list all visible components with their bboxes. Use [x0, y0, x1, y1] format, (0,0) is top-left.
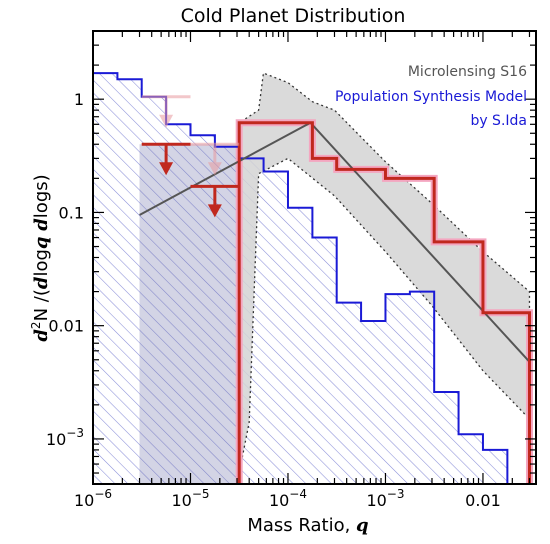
x-axis-label: Mass Ratio, q: [247, 515, 368, 536]
y-tick-labels: 1 0.1 0.01 10−3: [46, 90, 84, 449]
y-tick-label-0: 1: [74, 90, 84, 109]
faint-upper-limit-0: [141, 95, 191, 128]
y-tick-label-2: 0.01: [48, 317, 84, 336]
upper-limit-arrows: [141, 95, 240, 218]
x-tick-label-0: 10−6: [74, 487, 112, 510]
legend-by-ida: by S.Ida: [470, 113, 527, 129]
legend-population-synthesis: Population Synthesis Model: [335, 89, 527, 105]
x-tick-label-2: 10−4: [269, 487, 307, 510]
x-tick-label-3: 10−3: [366, 487, 404, 510]
y-axis-label: d2N /(dlogq dlogs): [29, 174, 52, 341]
sensitivity-shaded-region: [139, 144, 240, 484]
legend-microlensing: Microlensing S16: [408, 64, 527, 80]
x-tick-label-1: 10−5: [171, 487, 209, 510]
histogram-step-line: [237, 121, 531, 484]
y-tick-label-3: 10−3: [46, 426, 84, 449]
plot-area: [93, 72, 533, 484]
model-hatched-area: [93, 73, 508, 484]
upper-limit-0: [141, 142, 191, 176]
chart-title: Cold Planet Distribution: [181, 5, 406, 27]
x-tick-label-4: 0.01: [465, 491, 501, 510]
legend: Microlensing S16 Population Synthesis Mo…: [335, 64, 527, 129]
upper-limit-1: [190, 184, 240, 218]
axes: [92, 30, 537, 485]
faint-upper-limit-1: [190, 142, 240, 176]
x-tick-labels: 10−6 10−5 10−4 10−3 0.01: [74, 487, 501, 510]
y-tick-label-1: 0.1: [59, 203, 84, 222]
